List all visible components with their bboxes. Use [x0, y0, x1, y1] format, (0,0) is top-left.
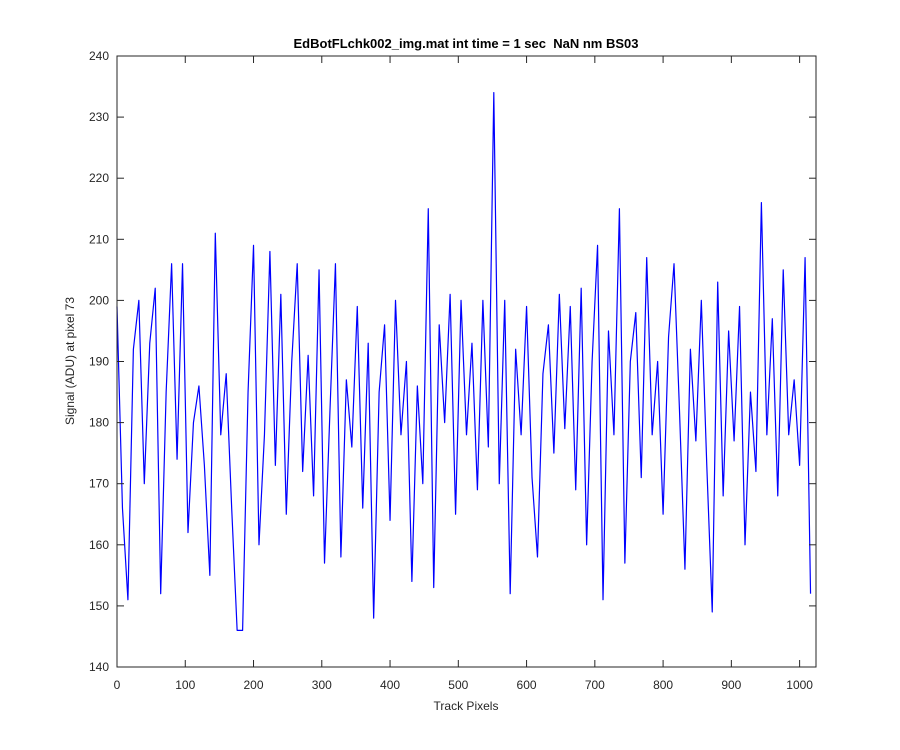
y-tick-label: 190 — [89, 355, 109, 369]
x-tick-label: 100 — [175, 678, 195, 692]
y-tick-label: 160 — [89, 538, 109, 552]
y-tick-label: 200 — [89, 293, 109, 307]
x-tick-label: 0 — [114, 678, 121, 692]
data-line — [116, 92, 812, 631]
y-tick-label: 140 — [89, 660, 109, 674]
y-tick-label: 210 — [89, 232, 109, 246]
x-tick-label: 900 — [721, 678, 741, 692]
x-tick-label: 500 — [448, 678, 468, 692]
y-tick-label: 220 — [89, 171, 109, 185]
y-tick-label: 230 — [89, 110, 109, 124]
x-tick-label: 300 — [312, 678, 332, 692]
x-tick-label: 200 — [244, 678, 264, 692]
y-tick-label: 150 — [89, 599, 109, 613]
x-axis-label: Track Pixels — [434, 699, 499, 713]
x-tick-label: 400 — [380, 678, 400, 692]
y-tick-label: 170 — [89, 477, 109, 491]
y-tick-label: 180 — [89, 416, 109, 430]
x-tick-label: 700 — [585, 678, 605, 692]
x-tick-label: 1000 — [786, 678, 813, 692]
x-tick-label: 800 — [653, 678, 673, 692]
y-axis-label: Signal (ADU) at pixel 73 — [63, 297, 77, 425]
y-tick-label: 240 — [89, 49, 109, 63]
x-tick-label: 600 — [517, 678, 537, 692]
chart-title: EdBotFLchk002_img.mat int time = 1 sec N… — [294, 36, 639, 51]
